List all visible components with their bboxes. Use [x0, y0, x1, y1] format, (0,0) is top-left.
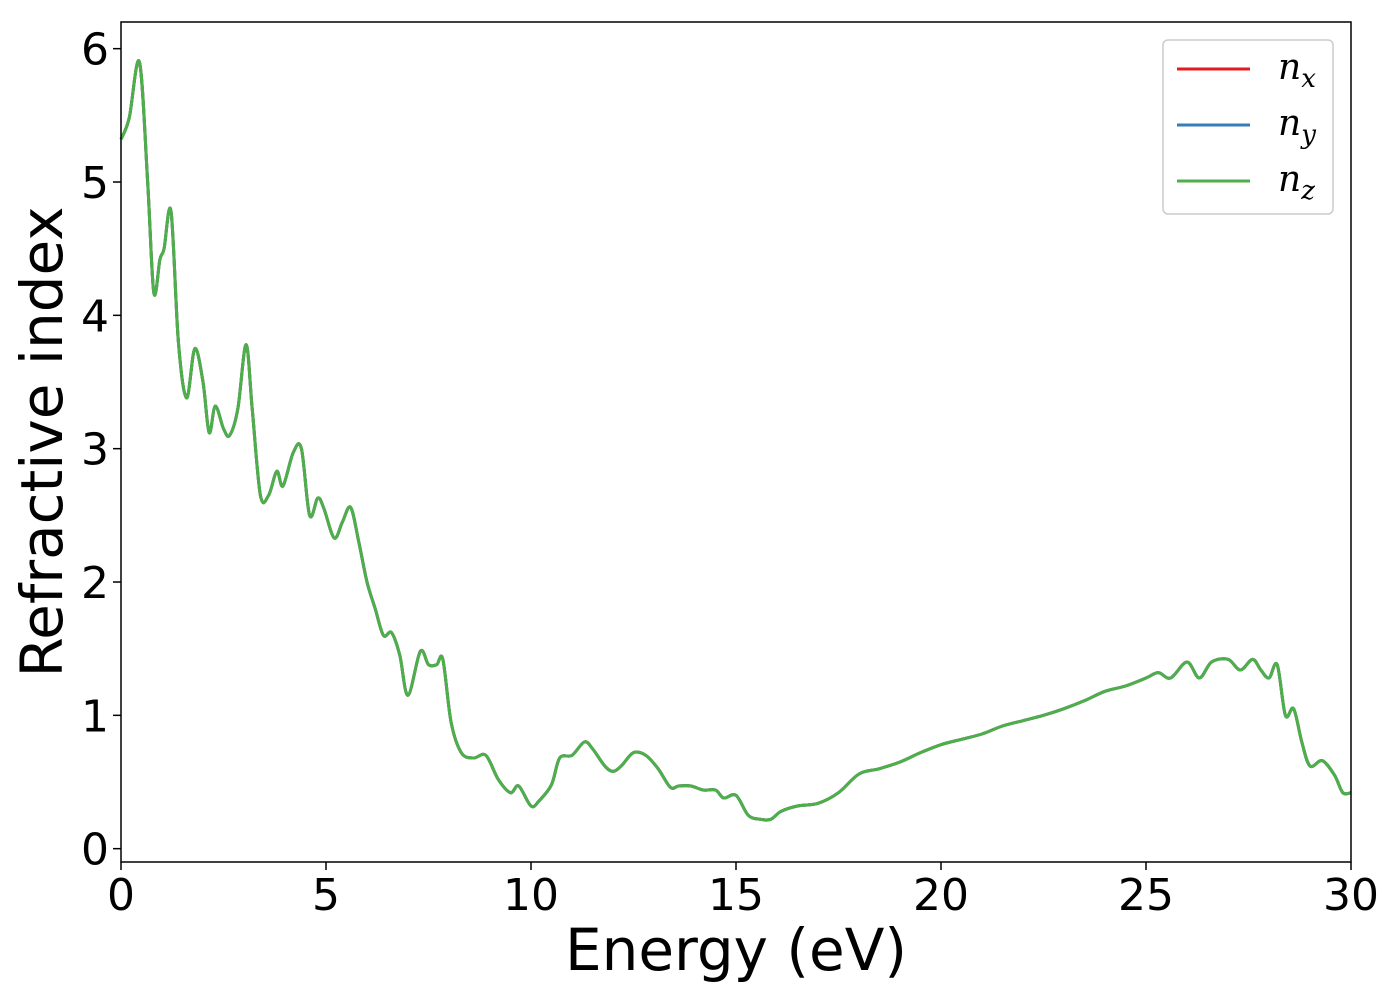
x-tick-label: 30 [1323, 870, 1379, 921]
x-axis-label: Energy (eV) [565, 916, 907, 984]
x-tick-label: 15 [708, 870, 764, 921]
y-tick-label: 6 [81, 25, 109, 76]
x-tick-label: 25 [1118, 870, 1174, 921]
y-tick-label: 4 [81, 291, 109, 342]
y-tick-label: 2 [81, 558, 109, 609]
x-tick-label: 20 [913, 870, 969, 921]
y-tick-label: 5 [81, 158, 109, 209]
y-axis-label: Refractive index [8, 206, 76, 677]
y-tick-label: 3 [81, 425, 109, 476]
y-tick-label: 1 [81, 691, 109, 742]
x-tick-label: 10 [503, 870, 559, 921]
x-tick-label: 0 [107, 870, 135, 921]
y-tick-label: 0 [81, 825, 109, 876]
legend-frame [1162, 39, 1334, 215]
x-tick-label: 5 [312, 870, 340, 921]
legend-label-n_z: nz [1278, 159, 1315, 206]
series-line-n_z [119, 59, 1352, 822]
plot-lines [119, 59, 1352, 822]
y-axis-ticks: 0 1 2 3 4 5 6 [81, 25, 121, 876]
x-axis-ticks: 0 5 10 15 20 25 30 [107, 862, 1379, 921]
